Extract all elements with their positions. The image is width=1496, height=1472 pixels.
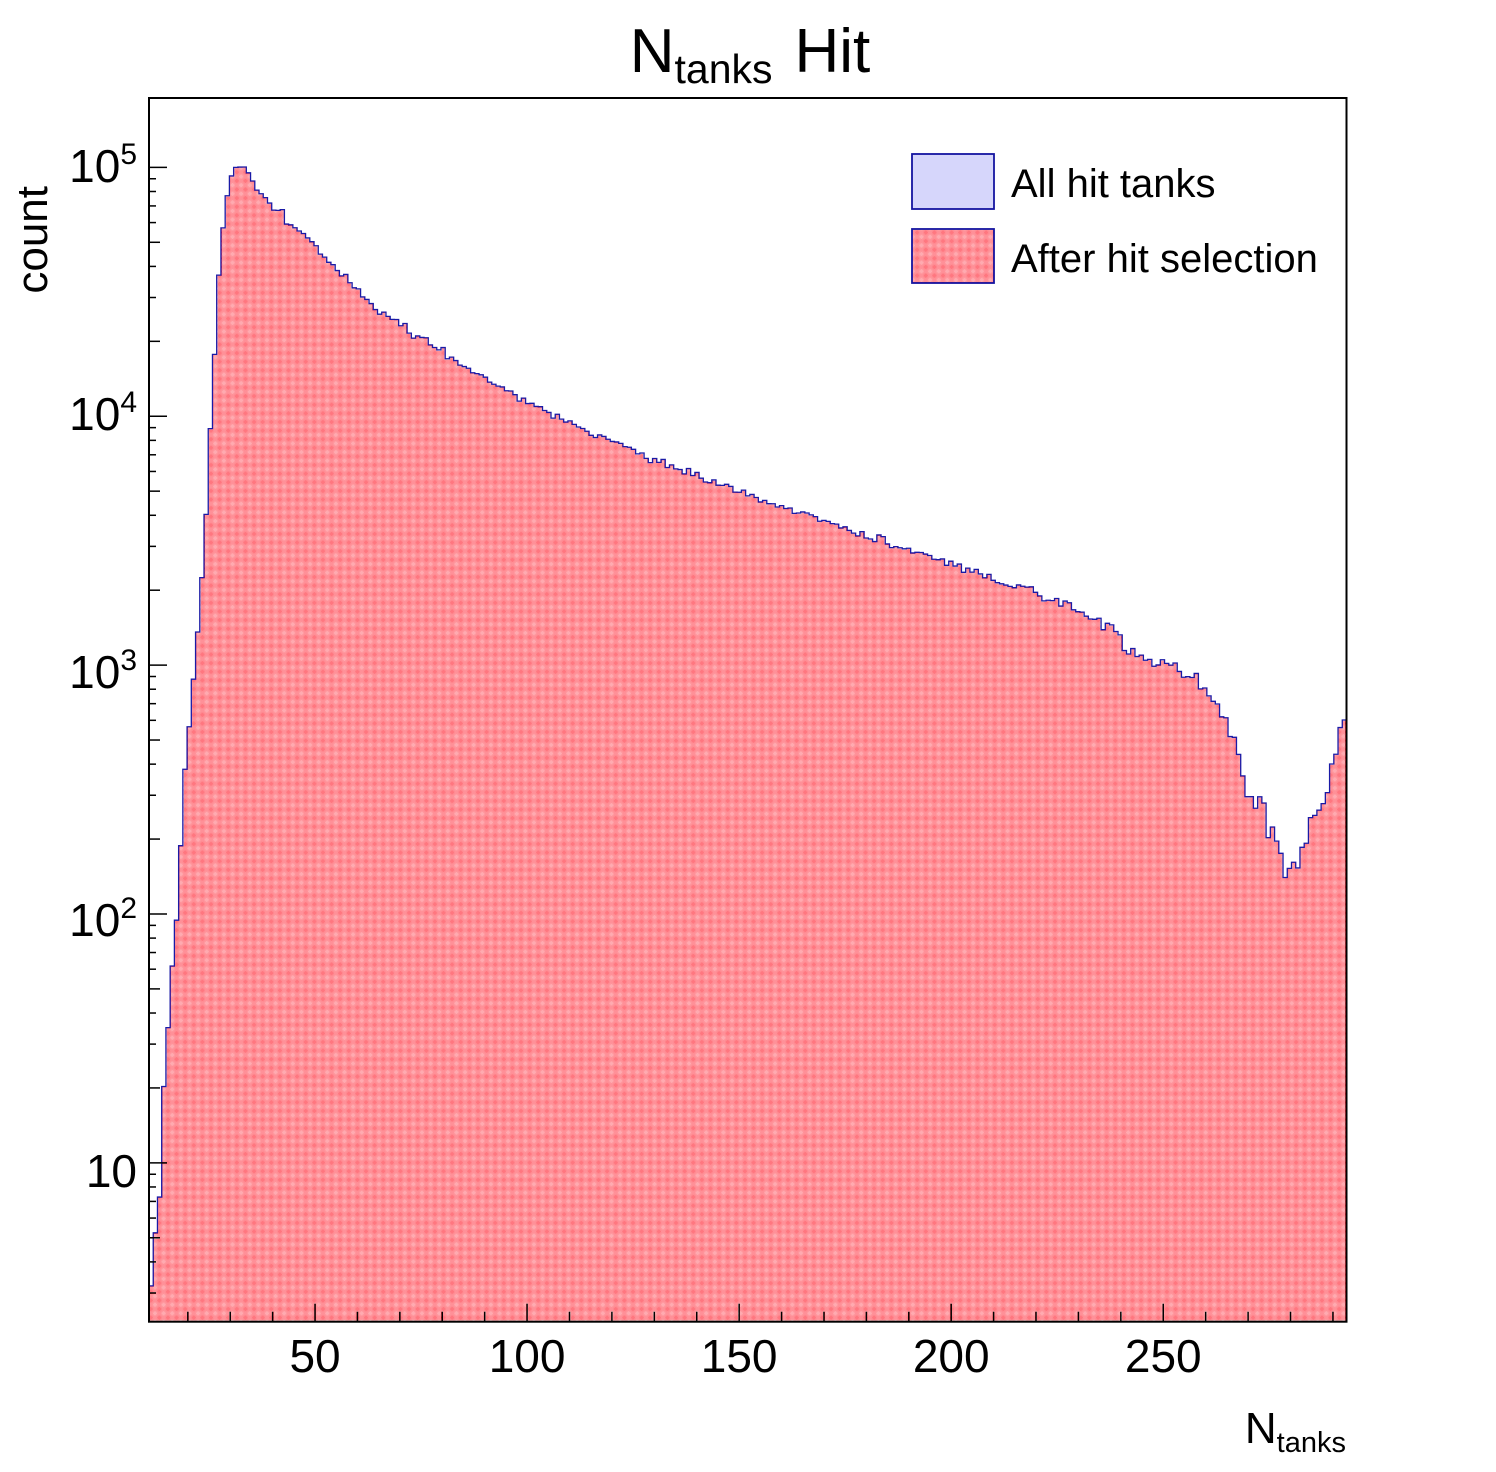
- svg-text:200: 200: [913, 1330, 990, 1382]
- svg-text:All hit tanks: All hit tanks: [1011, 162, 1216, 206]
- svg-text:150: 150: [701, 1330, 778, 1382]
- svg-text:100: 100: [489, 1330, 566, 1382]
- svg-text:50: 50: [289, 1330, 340, 1382]
- svg-text:After hit selection: After hit selection: [1011, 237, 1318, 281]
- svg-text:10: 10: [86, 1145, 137, 1197]
- svg-text:250: 250: [1125, 1330, 1202, 1382]
- svg-text:count: count: [8, 186, 57, 294]
